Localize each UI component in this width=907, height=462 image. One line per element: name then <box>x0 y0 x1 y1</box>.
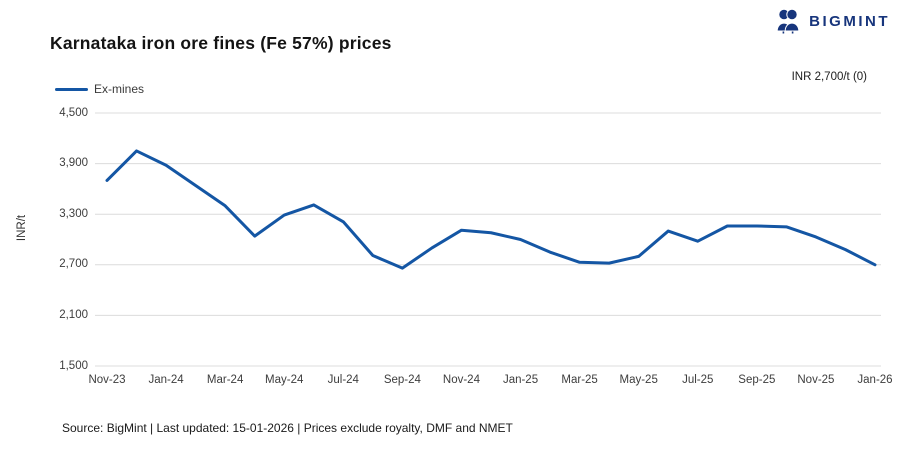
y-tick-label: 4,500 <box>59 106 88 119</box>
x-tick-label: Jul-24 <box>327 374 359 386</box>
bigmint-logo: BIGMINT <box>774 8 890 34</box>
bigmint-logo-text: BIGMINT <box>809 12 890 30</box>
legend-label: Ex-mines <box>94 82 145 96</box>
x-tick-label: Mar-24 <box>206 374 244 386</box>
y-tick-label: 1,500 <box>59 359 88 372</box>
x-tick-label: Jan-25 <box>502 374 539 386</box>
x-tick-label: Mar-25 <box>561 374 598 386</box>
y-tick-label: 3,900 <box>59 157 88 170</box>
legend-line-swatch <box>55 87 88 91</box>
x-tick-label: Nov-24 <box>442 374 480 386</box>
y-tick-label: 2,100 <box>59 308 88 321</box>
source-note: Source: BigMint | Last updated: 15-01-20… <box>62 421 513 435</box>
x-tick-label: Jan-26 <box>857 374 893 386</box>
x-tick-label: May-25 <box>619 374 658 386</box>
x-tick-label: Nov-25 <box>797 374 835 386</box>
y-axis-title: INR/t <box>16 214 28 242</box>
latest-price-label: INR 2,700/t (0) <box>791 71 867 83</box>
ex-mines-price-line[interactable] <box>105 149 877 270</box>
chart-title: Karnataka iron ore fines (Fe 57%) prices <box>50 33 392 53</box>
legend-item-ex-mines[interactable]: Ex-mines <box>55 82 144 96</box>
x-tick-label: Jul-25 <box>682 374 714 386</box>
x-tick-label: Nov-23 <box>88 374 126 386</box>
y-tick-label: 3,300 <box>59 207 88 220</box>
x-tick-label: May-24 <box>265 374 304 386</box>
x-tick-label: Sep-25 <box>738 374 776 386</box>
x-tick-label: Jan-24 <box>148 374 184 386</box>
x-tick-label: Sep-24 <box>383 374 421 386</box>
bigmint-people-icon <box>776 8 800 34</box>
y-tick-label: 2,700 <box>59 258 88 271</box>
